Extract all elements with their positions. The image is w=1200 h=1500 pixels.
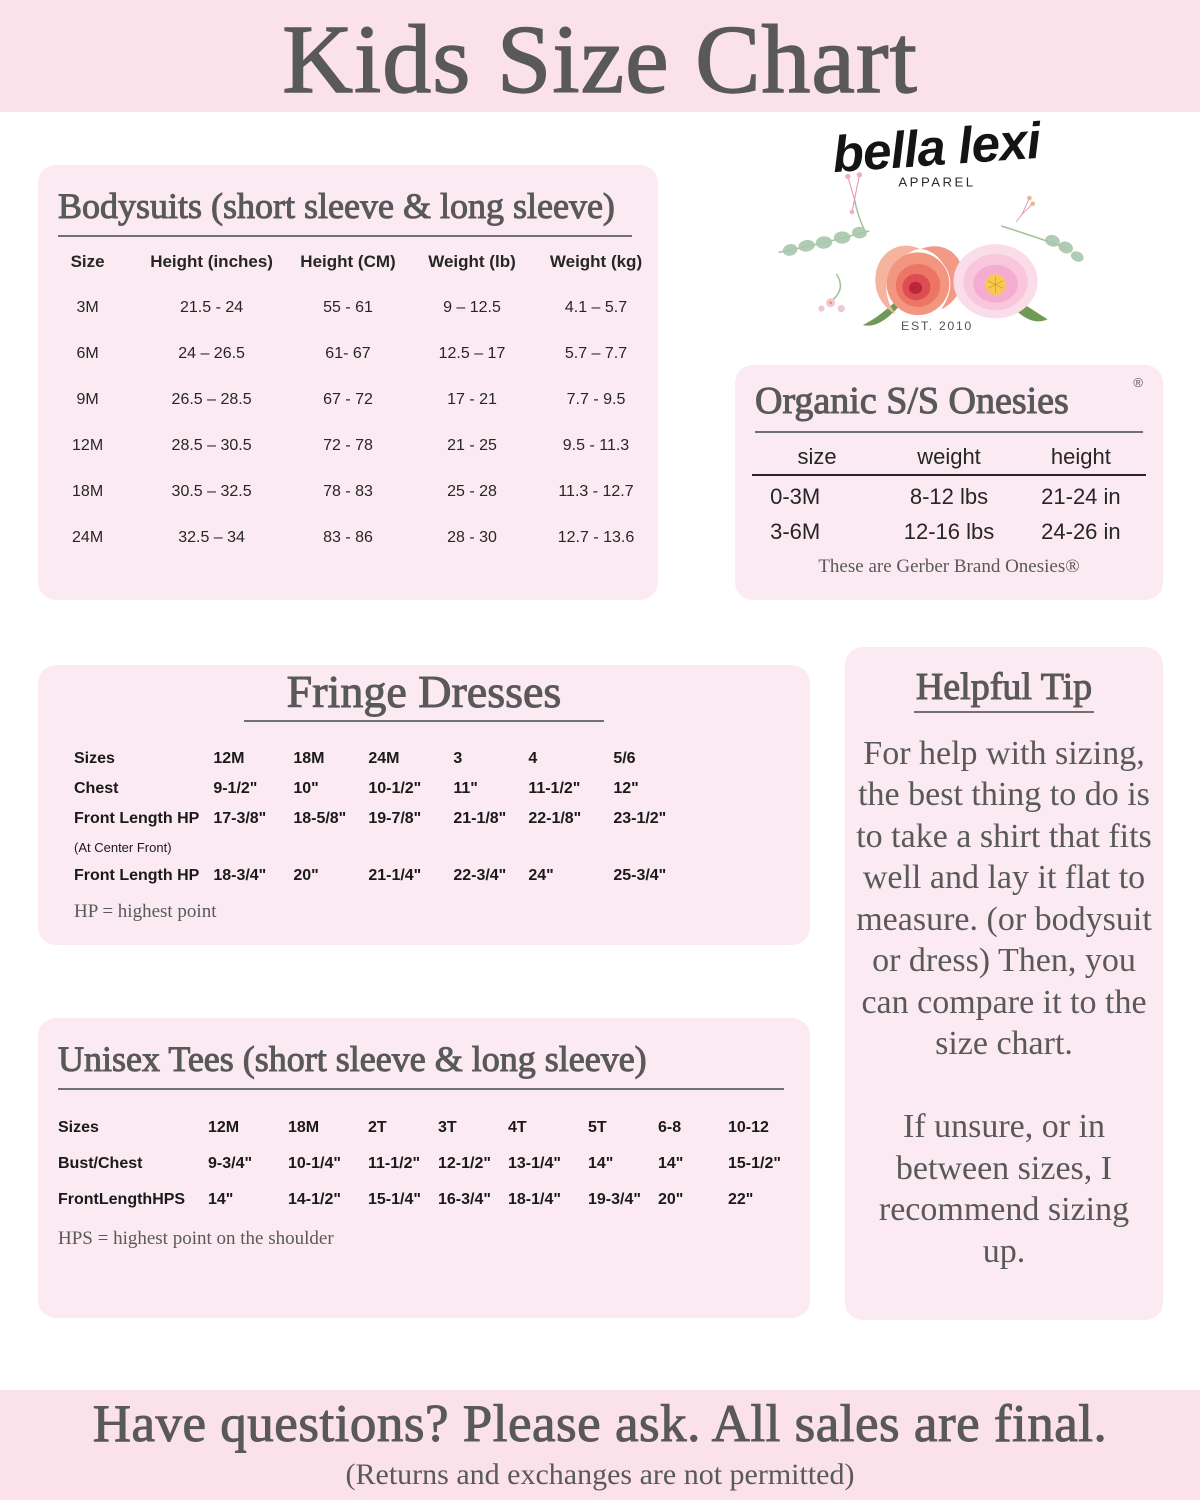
svg-text:bella lexi: bella lexi	[831, 112, 1045, 184]
svg-text:APPAREL: APPAREL	[898, 174, 975, 189]
svg-text:EST. 2010: EST. 2010	[901, 319, 973, 333]
